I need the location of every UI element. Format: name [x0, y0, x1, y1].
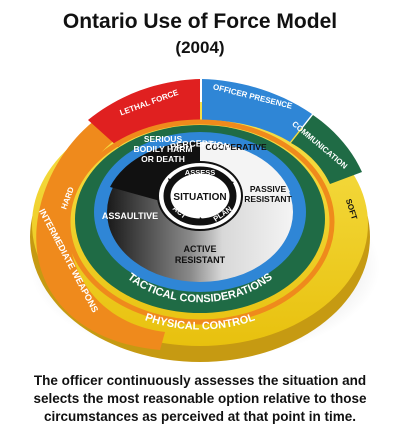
situation-label: SITUATION [173, 192, 226, 203]
assess-label: ASSESS [185, 168, 215, 177]
passive-resistant-label: PASSIVE [250, 184, 287, 194]
perception-label: PERCEPTION [169, 138, 231, 152]
officer-presence-segment [202, 79, 312, 142]
cycle-arrow-icon [226, 180, 234, 188]
page-subtitle: (2004) [175, 38, 225, 57]
situation-inner-circle [176, 178, 224, 214]
communication-segment [291, 115, 362, 184]
assaultive-label: ASSAULTIVE [102, 211, 158, 221]
cycle-arrow-icon [168, 178, 176, 186]
cycle-arrow-icon [198, 217, 206, 225]
cooperative-label: COOPERATIVE [205, 142, 267, 152]
use-of-force-diagram: SITUATION ASSESS PLAN ACT SERIOUS BODILY… [30, 79, 380, 362]
active-resistant-label: RESISTANT [175, 255, 226, 265]
intermediate-weapons-band [36, 110, 165, 350]
serious-label: BODILY HARM [133, 144, 192, 154]
orange-inner-ring [65, 119, 335, 325]
serious-label: SERIOUS [144, 134, 183, 144]
active-resistant-label: ACTIVE [183, 244, 216, 254]
caption: The officer continuously assesses the si… [33, 373, 367, 424]
passive-resistant-label: RESISTANT [244, 194, 292, 204]
serious-label: OR DEATH [141, 154, 185, 164]
lethal-force-segment [88, 79, 200, 147]
page-title: Ontario Use of Force Model [62, 10, 338, 33]
